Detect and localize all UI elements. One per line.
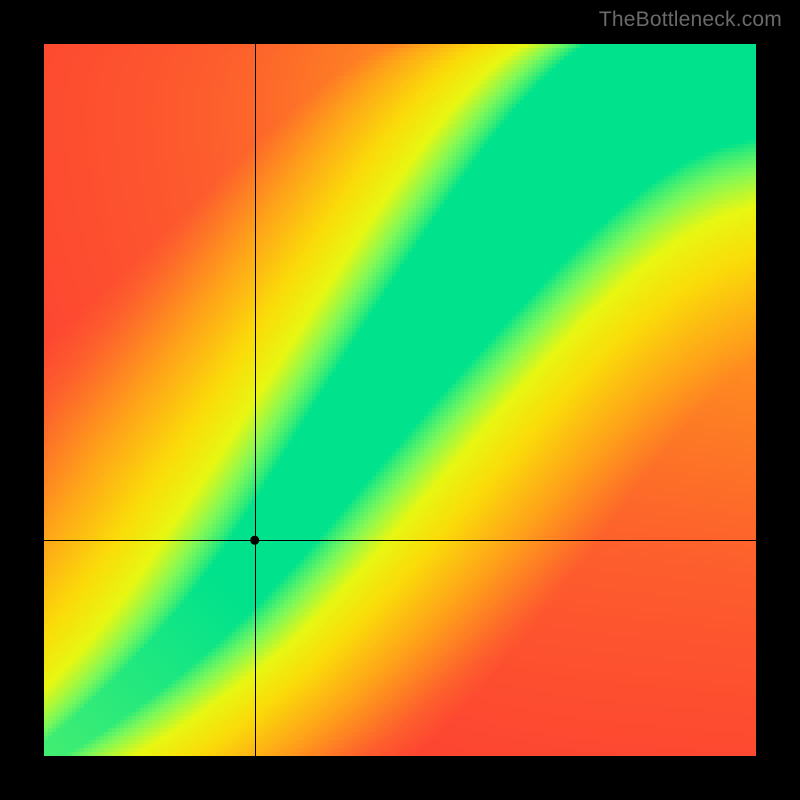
heatmap-canvas [44, 44, 756, 756]
watermark-text: TheBottleneck.com [599, 8, 782, 32]
plot-area [44, 44, 756, 756]
chart-container: TheBottleneck.com [0, 0, 800, 800]
